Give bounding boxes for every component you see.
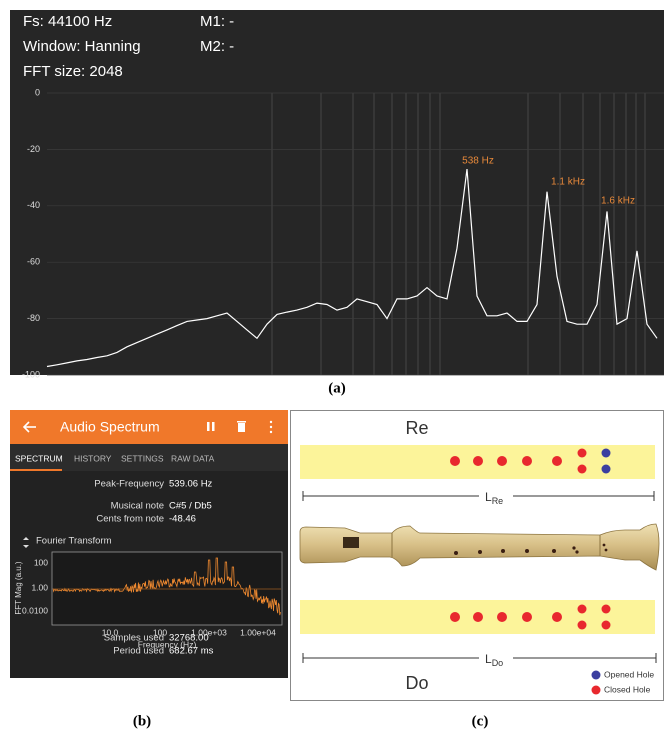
closed-hole — [450, 612, 460, 622]
length-sub: Do — [492, 658, 504, 668]
closed-hole — [497, 456, 507, 466]
length-sub: Re — [492, 496, 504, 506]
y-tick-label: -40 — [27, 200, 40, 210]
legend-swatch — [592, 671, 601, 680]
footer-label: Period used — [113, 646, 164, 657]
hole — [602, 465, 611, 474]
y-tick-label: -60 — [27, 257, 40, 267]
caption: (c) — [472, 713, 489, 729]
figure: Fs: 44100 Hz Window: Hanning FFT size: 204… — [0, 0, 664, 736]
note-label: Do — [405, 673, 428, 693]
info-text: FFT size: 2048 — [23, 63, 123, 80]
footer-label: Samples used — [104, 633, 164, 644]
y-tick-label: 100 — [34, 557, 48, 567]
closed-hole — [497, 612, 507, 622]
info-text: M2: - — [200, 38, 234, 55]
note-label: Re — [405, 418, 428, 438]
app-title: Audio Spectrum — [60, 419, 160, 435]
closed-hole — [522, 456, 532, 466]
hole — [578, 449, 587, 458]
row-label: Peak-Frequency — [94, 479, 164, 490]
row-label: Cents from note — [96, 514, 164, 525]
row-value: -48.46 — [169, 514, 196, 525]
tab[interactable]: SPECTRUM — [15, 453, 63, 463]
menu-icon[interactable] — [270, 421, 272, 433]
tab[interactable]: SETTINGS — [121, 453, 164, 463]
hole — [578, 621, 587, 630]
info-text: Fs: 44100 Hz — [23, 13, 112, 30]
footer-value: 682.67 ms — [169, 646, 214, 657]
hole — [602, 449, 611, 458]
closed-hole — [450, 456, 460, 466]
tab[interactable]: RAW DATA — [171, 453, 215, 463]
closed-hole — [473, 456, 483, 466]
y-tick-label: -100 — [22, 369, 40, 379]
y-tick-label: -80 — [27, 313, 40, 323]
plot-title: Fourier Transform — [36, 536, 112, 547]
legend-label: Closed Hole — [604, 684, 651, 694]
x-tick-label: 1.00e+04 — [240, 627, 276, 637]
closed-hole — [473, 612, 483, 622]
row-value: 539.06 Hz — [169, 479, 213, 490]
hole — [578, 465, 587, 474]
y-tick-label: -20 — [27, 144, 40, 154]
hole — [578, 605, 587, 614]
info-text: M1: - — [200, 13, 234, 30]
info-text: Window: Hanning — [23, 38, 141, 55]
hole — [602, 605, 611, 614]
row-value: C#5 / Db5 — [169, 501, 212, 512]
peak-label: 538 Hz — [462, 156, 494, 167]
hole — [602, 621, 611, 630]
legend-label: Opened Hole — [604, 669, 654, 679]
y-tick-label: 0 — [35, 87, 40, 97]
closed-hole — [552, 612, 562, 622]
tab[interactable]: HISTORY — [74, 453, 112, 463]
caption: (b) — [133, 713, 151, 729]
row-label: Musical note — [111, 501, 164, 512]
peak-label: 1.1 kHz — [551, 177, 585, 188]
plot-frame — [52, 552, 282, 625]
y-tick-label: 0.0100 — [22, 605, 48, 615]
footer-value: 32768.00 — [169, 633, 209, 644]
legend-swatch — [592, 686, 601, 695]
closed-hole — [552, 456, 562, 466]
tab-indicator — [10, 469, 62, 471]
y-tick-label: 1.00 — [31, 582, 48, 592]
peak-label: 1.6 kHz — [601, 196, 635, 207]
closed-hole — [522, 612, 532, 622]
y-axis-label: FFT Mag (a.u.) — [14, 561, 23, 615]
caption: (a) — [328, 380, 346, 396]
